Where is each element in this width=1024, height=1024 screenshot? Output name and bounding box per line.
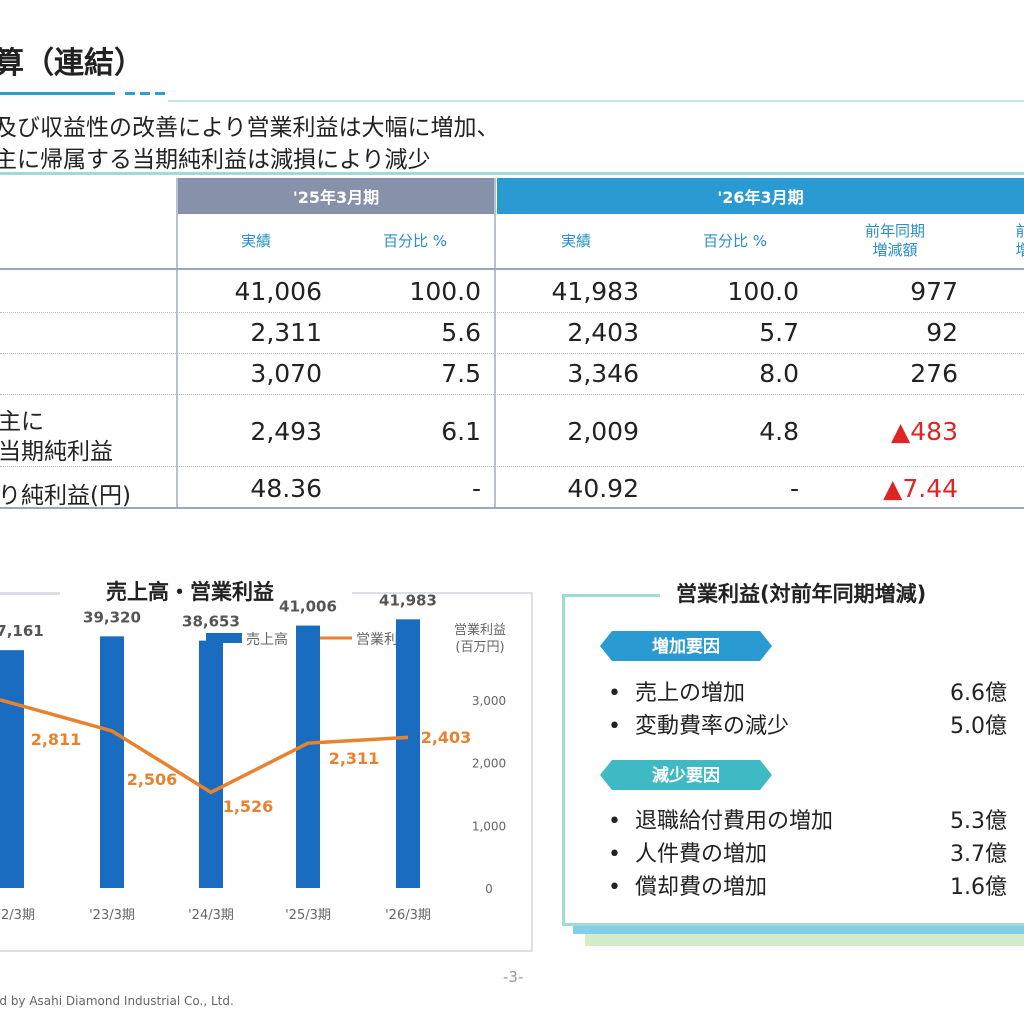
cell-pct-25: -: [471, 474, 481, 503]
increase-item-value: 5.0億: [950, 714, 1007, 739]
increase-item: • 変動費率の減少: [608, 708, 789, 740]
cell-actual-25: 48.36: [250, 474, 322, 503]
cell-actual-25: 2,493: [250, 417, 322, 446]
row-divider: [0, 466, 1024, 467]
summary-rule: [0, 172, 1024, 175]
row-divider: [0, 353, 1024, 354]
decrease-item-label: 人件費の増加: [634, 842, 767, 867]
subheader-actual-25: 実績: [240, 231, 271, 250]
row-label-eps: り純利益(円): [0, 483, 131, 509]
cell-yoy: 276: [910, 359, 958, 388]
decrease-item-value: 5.3億: [950, 809, 1007, 834]
cell-pct-25: 100.0: [409, 277, 481, 306]
cell-pct-26: 8.0: [759, 359, 799, 388]
chart-title: 売上高・営業利益: [106, 580, 274, 604]
decrease-item-label: 退職給付費用の増加: [634, 809, 833, 834]
cell-yoy: 92: [926, 318, 958, 347]
subheader-yoy-line2: 増減額: [872, 241, 918, 259]
bullet: •: [608, 809, 621, 834]
cell-actual-26: 41,983: [551, 277, 639, 306]
cell-actual-26: 3,346: [567, 359, 639, 388]
subheader-yoy: 前年同期 増減額: [815, 214, 975, 268]
cell-actual-25: 3,070: [250, 359, 322, 388]
copyright-footer: ed by Asahi Diamond Industrial Co., Ltd.: [0, 994, 234, 1008]
cell-pct-26: -: [789, 474, 799, 503]
cell-actual-25: 41,006: [234, 277, 322, 306]
cell-actual-26: 2,009: [567, 417, 639, 446]
cell-pct-25: 7.5: [441, 359, 481, 388]
title-underline: [0, 92, 115, 95]
subheader-actual-26: 実績: [560, 231, 591, 250]
increase-item-label: 変動費率の減少: [634, 714, 789, 739]
title-rule: [168, 100, 1024, 102]
summary-line-1: 及び収益性の改善により営業利益は大幅に増加、: [0, 115, 500, 141]
subheader-cut-line2: 増: [1015, 241, 1024, 259]
cell-actual-26: 40.92: [567, 474, 639, 503]
subheader-cut: 前 増: [1008, 214, 1024, 268]
decrease-item-value: 3.7億: [950, 842, 1007, 867]
period-header-26: '26年3月期: [497, 178, 1024, 214]
bullet: •: [608, 875, 621, 900]
row-label-parent-1: 主に: [0, 409, 44, 435]
summary-line-2: 主に帰属する当期純利益は減損により減少: [0, 147, 431, 173]
cell-pct-26: 5.7: [759, 318, 799, 347]
cell-pct-26: 100.0: [727, 277, 799, 306]
title-dash: [155, 92, 165, 95]
decrease-item-value: 1.6億: [950, 875, 1007, 900]
subheader-cut-line1: 前: [1015, 222, 1024, 240]
page-title: 算（連結）: [0, 46, 144, 81]
cell-actual-25: 2,311: [250, 318, 322, 347]
row-label-parent-2: 当期純利益: [0, 439, 113, 465]
column-divider: [176, 178, 178, 508]
cell-yoy-negative: ▲483: [891, 417, 958, 446]
subheader-pct-26: 百分比 %: [702, 231, 768, 250]
subheader-yoy-line1: 前年同期: [864, 222, 925, 240]
cell-pct-26: 4.8: [759, 417, 799, 446]
title-dash: [140, 92, 150, 95]
chart-title-backdrop: [60, 578, 352, 606]
header-rule: [0, 268, 1024, 270]
factor-title-backdrop: [660, 577, 1024, 607]
factor-panel-title: 営業利益(対前年同期増減): [676, 582, 927, 606]
increase-item: • 売上の増加: [608, 675, 745, 707]
bullet: •: [608, 714, 621, 739]
increase-item-value: 6.6億: [950, 681, 1007, 706]
decrease-item: • 退職給付費用の増加: [608, 803, 833, 835]
bullet: •: [608, 681, 621, 706]
period-header-25: '25年3月期: [178, 178, 494, 214]
table-bottom-rule: [0, 507, 1024, 509]
cell-pct-25: 6.1: [441, 417, 481, 446]
decrease-item-label: 償却費の増加: [634, 875, 767, 900]
cell-actual-26: 2,403: [567, 318, 639, 347]
panel-shadow: [585, 934, 1024, 946]
increase-item-label: 売上の増加: [634, 681, 745, 706]
row-divider: [0, 312, 1024, 313]
column-divider: [494, 178, 496, 508]
cell-yoy-negative: ▲7.44: [883, 474, 958, 503]
row-divider: [0, 394, 1024, 395]
bullet: •: [608, 842, 621, 867]
decrease-item: • 人件費の増加: [608, 836, 767, 868]
panel-rule: [0, 592, 60, 595]
cell-pct-25: 5.6: [441, 318, 481, 347]
chart-panel: [0, 592, 533, 952]
title-dash: [125, 92, 135, 95]
subheader-pct-25: 百分比 %: [382, 231, 448, 250]
page-number: -3-: [503, 968, 524, 986]
cell-yoy: 977: [910, 277, 958, 306]
decrease-item: • 償却費の増加: [608, 869, 767, 901]
